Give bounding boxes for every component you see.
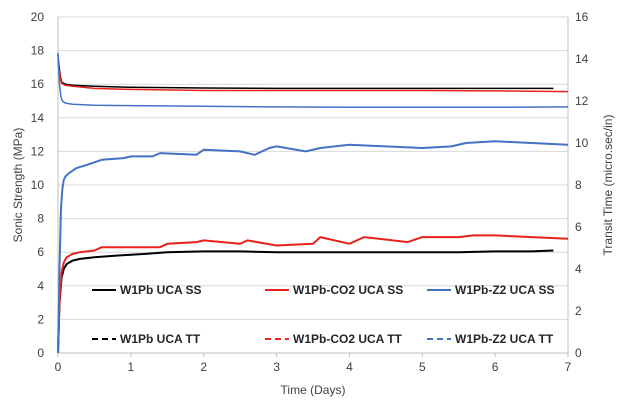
- x-tick-label: 2: [200, 360, 207, 374]
- x-tick-label: 3: [273, 360, 280, 374]
- y-tick-label: 0: [37, 346, 44, 360]
- x-tick-label: 6: [492, 360, 499, 374]
- series-line-1: [57, 249, 554, 354]
- x-tick-label: 1: [128, 360, 135, 374]
- legend-item: W1Pb UCA SS: [92, 283, 202, 297]
- x-tick-label: 5: [419, 360, 426, 374]
- series-lines: [57, 52, 569, 354]
- legend-label: W1Pb-Z2 UCA SS: [455, 283, 555, 297]
- y2-tick-label: 0: [575, 346, 582, 360]
- series-line-3: [57, 140, 569, 354]
- x-tick-label: 4: [346, 360, 353, 374]
- y-tick-label: 8: [37, 212, 44, 226]
- y2-tick-label: 6: [575, 220, 582, 234]
- legend-label: W1Pb UCA TT: [120, 332, 201, 346]
- y2-tick-label: 14: [575, 52, 589, 66]
- y-tick-label: 16: [31, 77, 45, 91]
- y-tick-label: 10: [31, 178, 45, 192]
- y-tick-label: 2: [37, 312, 44, 326]
- y2-tick-label: 8: [575, 178, 582, 192]
- y2-tick-label: 12: [575, 94, 589, 108]
- series-line-2: [57, 234, 569, 354]
- y2-tick-label: 10: [575, 136, 589, 150]
- gridlines: [58, 16, 568, 320]
- legend-label: W1Pb-CO2 UCA SS: [293, 283, 403, 297]
- legend-label: W1Pb UCA SS: [120, 283, 202, 297]
- series-line-6: [57, 52, 569, 109]
- y2-tick-label: 16: [575, 10, 589, 24]
- legend-item: W1Pb-Z2 UCA SS: [427, 283, 555, 297]
- legend-label: W1Pb-CO2 UCA TT: [293, 332, 403, 346]
- y-tick-label: 18: [31, 44, 45, 58]
- legend: W1Pb UCA SS W1Pb-CO2 UCA SS W1Pb-Z2 UCA SS…: [92, 283, 555, 346]
- series-line-4: [57, 54, 554, 90]
- y-axis-title: Sonic Strength (MPa): [11, 128, 25, 243]
- y-tick-label: 14: [31, 111, 45, 125]
- y-tick-label: 20: [31, 10, 45, 24]
- x-axis-title: Time (Days): [281, 383, 346, 397]
- x-tick-label: 0: [55, 360, 62, 374]
- y-tick-label: 6: [37, 245, 44, 259]
- y-tick-label: 12: [31, 144, 45, 158]
- axes: [57, 17, 569, 357]
- y2-tick-label: 2: [575, 304, 582, 318]
- legend-item: W1Pb-Z2 UCA TT: [427, 332, 554, 346]
- series-line-5: [57, 58, 569, 93]
- x-tick-label: 7: [565, 360, 572, 374]
- legend-label: W1Pb-Z2 UCA TT: [455, 332, 554, 346]
- y-tick-label: 4: [37, 279, 44, 293]
- y2-tick-label: 4: [575, 262, 582, 276]
- legend-item: W1Pb-CO2 UCA TT: [265, 332, 403, 346]
- legend-item: W1Pb-CO2 UCA SS: [265, 283, 403, 297]
- y2-axis-title: Transit Time (micro.sec/in): [601, 115, 615, 256]
- legend-item: W1Pb UCA TT: [92, 332, 201, 346]
